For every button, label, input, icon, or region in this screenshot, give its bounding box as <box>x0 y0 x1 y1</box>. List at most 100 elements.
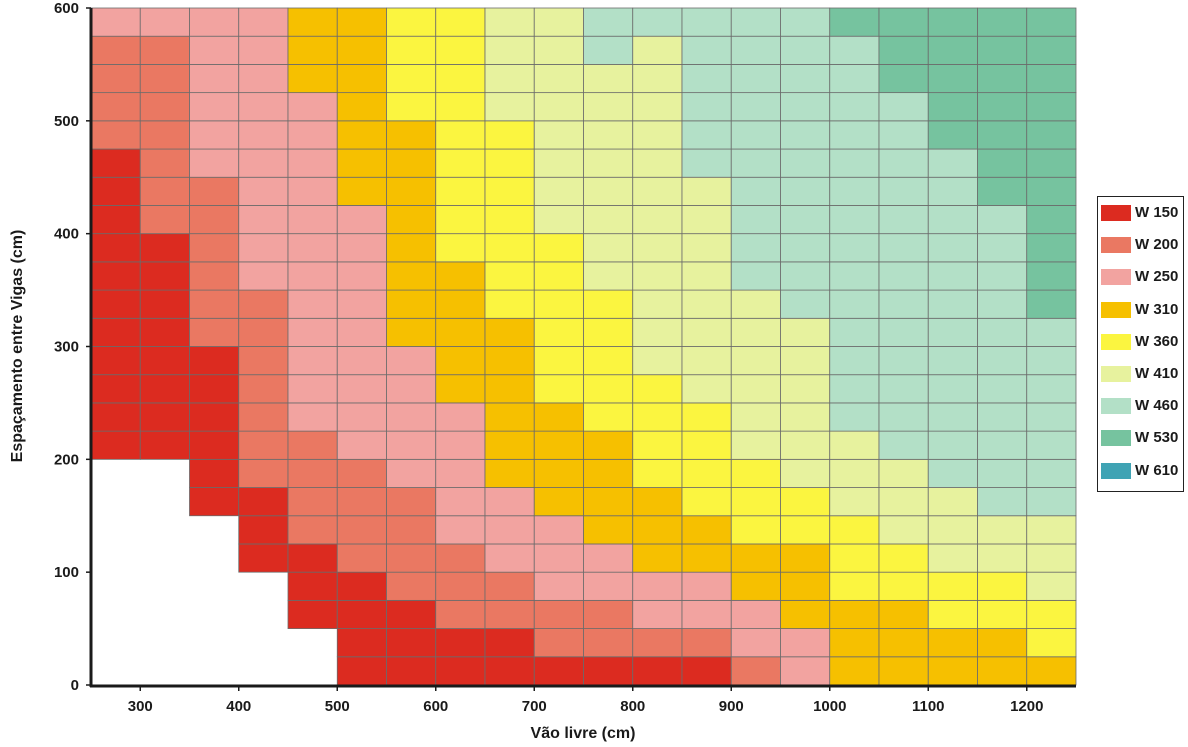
heatmap-cell <box>583 656 634 686</box>
heatmap-cell <box>435 374 486 404</box>
heatmap-cell <box>90 176 141 206</box>
heatmap-cell <box>583 35 634 65</box>
heatmap-cell <box>238 7 289 37</box>
heatmap-cell <box>829 92 880 122</box>
heatmap-cell <box>238 120 289 150</box>
heatmap-cell <box>977 176 1028 206</box>
heatmap-cell <box>829 317 880 347</box>
y-tick-label: 600 <box>54 0 79 17</box>
heatmap-cell <box>533 515 584 545</box>
heatmap-cell <box>829 176 880 206</box>
heatmap-cell <box>681 148 732 178</box>
heatmap-cell <box>189 148 240 178</box>
heatmap-cell <box>927 261 978 291</box>
heatmap-cell <box>829 515 880 545</box>
heatmap-cell <box>829 120 880 150</box>
heatmap-cell <box>189 374 240 404</box>
heatmap-cell <box>238 346 289 376</box>
heatmap-cell <box>780 148 831 178</box>
heatmap-cell <box>977 261 1028 291</box>
heatmap-cell <box>484 120 535 150</box>
heatmap-cell <box>977 487 1028 517</box>
heatmap-cell <box>189 346 240 376</box>
legend-swatch <box>1101 333 1131 350</box>
heatmap-cell <box>533 148 584 178</box>
heatmap-cell <box>1026 92 1077 122</box>
x-tick-label: 300 <box>128 698 153 715</box>
heatmap-cell <box>287 458 338 488</box>
heatmap-cell <box>533 599 584 629</box>
heatmap-cell <box>336 571 387 601</box>
heatmap-cell <box>90 7 141 37</box>
heatmap-cell <box>238 515 289 545</box>
heatmap-cell <box>287 543 338 573</box>
legend-item: W 530 <box>1101 427 1181 449</box>
heatmap-cell <box>1026 261 1077 291</box>
heatmap-cell <box>927 92 978 122</box>
heatmap-cell <box>681 120 732 150</box>
heatmap-cell <box>977 289 1028 319</box>
heatmap-cell <box>435 148 486 178</box>
heatmap-cell <box>583 92 634 122</box>
heatmap-cell <box>730 487 781 517</box>
heatmap-cell <box>287 571 338 601</box>
heatmap-cell <box>829 205 880 235</box>
heatmap-cell <box>1026 599 1077 629</box>
heatmap-cell <box>632 261 683 291</box>
heatmap-cell <box>927 374 978 404</box>
heatmap-cell <box>878 205 929 235</box>
heatmap-cell <box>583 64 634 94</box>
heatmap-cell <box>189 233 240 263</box>
heatmap-cell <box>681 543 732 573</box>
heatmap-cell <box>1026 487 1077 517</box>
heatmap-cell <box>878 261 929 291</box>
heatmap-cell <box>927 233 978 263</box>
heatmap-cell <box>287 7 338 37</box>
heatmap-cell <box>927 487 978 517</box>
heatmap-cell <box>977 35 1028 65</box>
heatmap-cell <box>583 402 634 432</box>
heatmap-cell <box>386 543 437 573</box>
heatmap-cell <box>336 656 387 686</box>
heatmap-cell <box>484 205 535 235</box>
heatmap-cell <box>139 205 190 235</box>
heatmap-cell <box>977 656 1028 686</box>
heatmap-cell <box>681 233 732 263</box>
heatmap-cell <box>878 346 929 376</box>
heatmap-cell <box>780 120 831 150</box>
heatmap-cell <box>287 317 338 347</box>
heatmap-cell <box>632 402 683 432</box>
heatmap-cell <box>435 289 486 319</box>
heatmap-cell <box>386 289 437 319</box>
heatmap-cell <box>189 317 240 347</box>
heatmap-cell <box>632 543 683 573</box>
heatmap-cell <box>583 120 634 150</box>
heatmap-cell <box>829 402 880 432</box>
legend-label: W 410 <box>1135 365 1179 382</box>
heatmap-cell <box>533 64 584 94</box>
heatmap-cell <box>484 543 535 573</box>
heatmap-cell <box>533 543 584 573</box>
heatmap-cell <box>927 430 978 460</box>
heatmap-cell <box>139 92 190 122</box>
heatmap-cell <box>730 35 781 65</box>
heatmap-cell <box>730 148 781 178</box>
heatmap-cell <box>386 599 437 629</box>
heatmap-cell <box>632 205 683 235</box>
heatmap-cell <box>1026 233 1077 263</box>
heatmap-cell <box>90 120 141 150</box>
x-tick-label: 600 <box>423 698 448 715</box>
heatmap-cell <box>386 515 437 545</box>
heatmap-cell <box>829 543 880 573</box>
heatmap-cell <box>90 346 141 376</box>
heatmap-cell <box>632 487 683 517</box>
heatmap-cell <box>583 317 634 347</box>
heatmap-cell <box>977 402 1028 432</box>
heatmap-cell <box>336 543 387 573</box>
heatmap-cell <box>484 7 535 37</box>
heatmap-cell <box>829 261 880 291</box>
heatmap-cell <box>386 261 437 291</box>
heatmap-cell <box>484 148 535 178</box>
heatmap-cell <box>583 233 634 263</box>
heatmap-cell <box>533 317 584 347</box>
